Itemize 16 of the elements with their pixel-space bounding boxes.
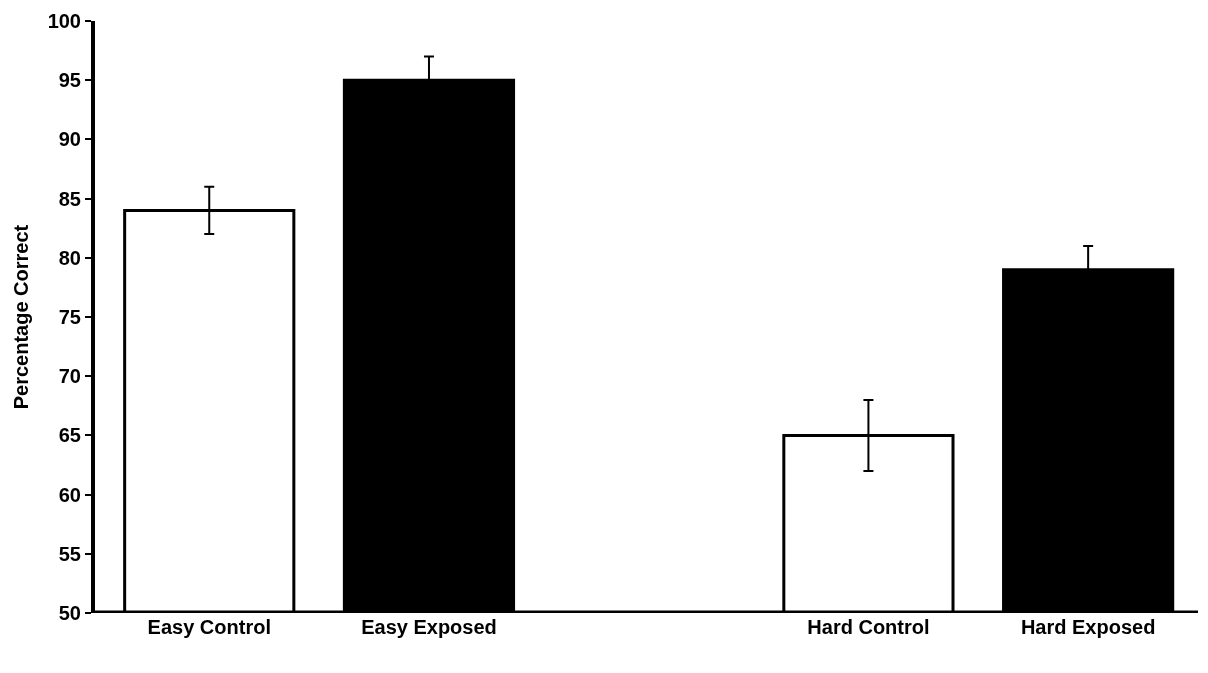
x-tick-label: Easy Control <box>147 616 271 638</box>
y-tick-label: 100 <box>47 10 81 32</box>
x-tick-label: Easy Exposed <box>361 616 497 638</box>
y-tick-label: 90 <box>58 128 81 151</box>
y-tick-label: 55 <box>58 542 81 565</box>
y-axis-title: Percentage Correct <box>9 224 32 410</box>
y-tick-label: 85 <box>58 187 81 210</box>
y-tick-label: 95 <box>58 69 81 92</box>
y-tick-label: 80 <box>58 246 81 269</box>
y-tick-label: 60 <box>58 483 81 506</box>
y-tick-label: 50 <box>58 602 81 624</box>
x-tick-label: Hard Control <box>807 616 930 638</box>
y-tick-label: 70 <box>58 365 81 388</box>
y-tick-label: 75 <box>58 306 81 328</box>
y-tick-label: 65 <box>58 424 81 447</box>
x-tick-label: Hard Exposed <box>1020 616 1156 638</box>
